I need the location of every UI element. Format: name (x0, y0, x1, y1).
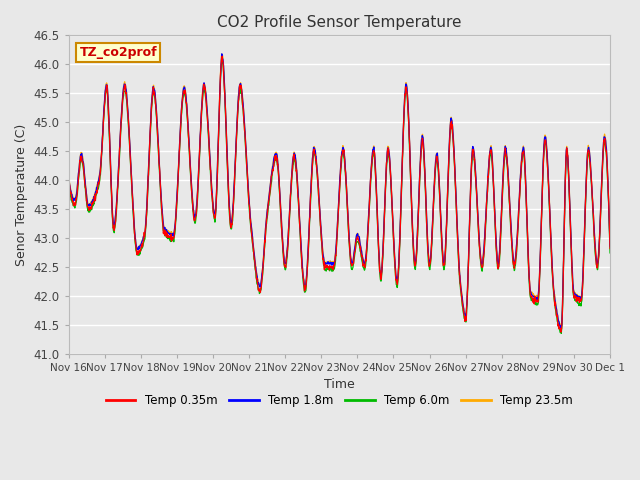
Temp 23.5m (606, 243, 614, 249)
Temp 23.5m (306, 205, 314, 211)
Temp 23.5m (316, 204, 323, 210)
Temp 1.8m (65, 173, 72, 179)
Temp 6.0m (107, 169, 115, 175)
Line: Temp 6.0m: Temp 6.0m (68, 60, 610, 334)
Legend: Temp 0.35m, Temp 1.8m, Temp 6.0m, Temp 23.5m: Temp 0.35m, Temp 1.8m, Temp 6.0m, Temp 2… (101, 389, 578, 411)
Temp 23.5m (129, 194, 136, 200)
Temp 6.0m (606, 250, 614, 256)
Temp 0.35m (306, 215, 314, 220)
Temp 0.35m (606, 246, 614, 252)
Temp 23.5m (107, 162, 115, 168)
Temp 1.8m (218, 51, 226, 57)
Temp 23.5m (373, 204, 381, 209)
Temp 0.35m (295, 204, 303, 209)
Temp 0.35m (107, 167, 115, 173)
Temp 1.8m (606, 243, 614, 249)
Temp 0.35m (65, 176, 72, 182)
Temp 6.0m (306, 212, 314, 218)
Y-axis label: Senor Temperature (C): Senor Temperature (C) (15, 123, 28, 266)
Line: Temp 1.8m: Temp 1.8m (68, 54, 610, 327)
Temp 6.0m (218, 57, 226, 63)
Temp 23.5m (557, 324, 564, 330)
Temp 1.8m (557, 324, 564, 330)
Temp 6.0m (316, 211, 323, 217)
Temp 1.8m (306, 206, 314, 212)
Temp 23.5m (218, 51, 226, 57)
Line: Temp 23.5m: Temp 23.5m (68, 54, 610, 327)
Temp 1.8m (316, 206, 323, 212)
Temp 0.35m (218, 53, 226, 59)
Temp 6.0m (373, 210, 381, 216)
Text: TZ_co2prof: TZ_co2prof (79, 46, 157, 59)
Temp 0.35m (373, 205, 381, 211)
Title: CO2 Profile Sensor Temperature: CO2 Profile Sensor Temperature (217, 15, 461, 30)
Line: Temp 0.35m: Temp 0.35m (68, 56, 610, 332)
Temp 23.5m (65, 173, 72, 179)
Temp 1.8m (129, 194, 136, 200)
Temp 0.35m (316, 209, 323, 215)
Temp 0.35m (557, 329, 564, 335)
Temp 1.8m (107, 163, 115, 169)
Temp 23.5m (295, 199, 303, 204)
Temp 1.8m (295, 199, 303, 204)
X-axis label: Time: Time (324, 378, 355, 391)
Temp 6.0m (557, 331, 565, 336)
Temp 6.0m (295, 205, 303, 211)
Temp 1.8m (373, 204, 381, 209)
Temp 6.0m (65, 181, 72, 187)
Temp 0.35m (129, 196, 136, 202)
Temp 6.0m (129, 202, 136, 207)
